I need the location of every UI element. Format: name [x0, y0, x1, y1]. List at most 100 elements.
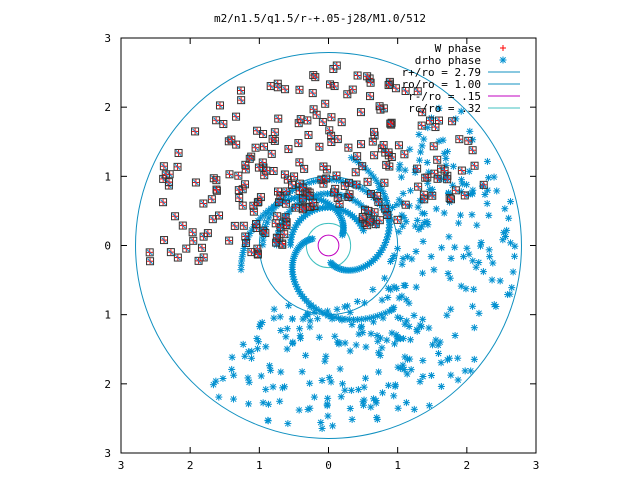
drho-point — [212, 377, 220, 385]
drho-point — [254, 345, 262, 353]
drho-point — [245, 400, 253, 408]
w-point — [382, 160, 391, 169]
w-point — [294, 119, 303, 128]
drho-point — [488, 276, 496, 284]
w-point — [235, 193, 244, 202]
w-point — [344, 143, 353, 152]
drho-point — [415, 156, 423, 164]
w-point — [315, 142, 324, 151]
w-point — [267, 149, 276, 158]
w-point — [225, 236, 234, 245]
drho-point — [367, 330, 375, 338]
drho-point — [485, 211, 493, 219]
drho-point — [230, 395, 238, 403]
drho-point — [262, 223, 270, 231]
drho-point — [337, 393, 345, 401]
w-point — [394, 141, 403, 150]
w-point — [433, 155, 442, 164]
drho-point — [269, 383, 277, 391]
drho-point — [432, 205, 440, 213]
drho-point — [410, 311, 418, 319]
drho-point — [228, 365, 236, 373]
drho-point — [400, 366, 408, 374]
drho-point — [245, 378, 253, 386]
drho-point — [247, 354, 255, 362]
drho-point — [395, 165, 403, 173]
drho-point — [346, 347, 354, 355]
drho-point — [341, 303, 349, 311]
drho-point — [383, 336, 391, 344]
legend-label: r-/ro = .15 — [408, 90, 481, 103]
w-point — [160, 236, 169, 245]
w-point — [270, 128, 279, 137]
drho-point — [466, 127, 474, 135]
w-point — [230, 221, 239, 230]
w-point — [418, 108, 427, 117]
w-point — [191, 178, 200, 187]
drho-point — [469, 257, 477, 265]
w-point — [159, 198, 168, 207]
drho-point — [306, 303, 314, 311]
drho-point — [499, 236, 507, 244]
drho-point — [475, 309, 483, 317]
drho-point — [454, 354, 462, 362]
w-point — [290, 172, 299, 181]
drho-point — [328, 315, 336, 323]
x-tick-label: 3 — [118, 459, 125, 472]
drho-point — [406, 187, 414, 195]
w-point — [199, 199, 208, 208]
drho-point — [405, 299, 413, 307]
w-point — [272, 238, 281, 247]
drho-point — [451, 243, 459, 251]
drho-point — [359, 401, 367, 409]
w-point — [173, 162, 182, 171]
drho-point — [393, 284, 401, 292]
w-point — [219, 120, 228, 129]
w-point — [322, 174, 331, 183]
w-point — [259, 130, 268, 139]
radius-circle — [135, 52, 522, 439]
w-point — [280, 170, 289, 179]
drho-point — [347, 386, 355, 394]
w-point — [274, 187, 283, 196]
drho-point — [463, 181, 471, 189]
drho-point — [267, 366, 275, 374]
drho-point — [341, 386, 349, 394]
drho-point — [398, 260, 406, 268]
drho-point — [387, 286, 395, 294]
drho-point — [362, 374, 370, 382]
drho-point — [406, 336, 414, 344]
w-point — [330, 188, 339, 197]
w-point — [215, 101, 224, 110]
y-tick-label: 1 — [104, 170, 111, 183]
drho-point — [456, 211, 464, 219]
drho-point — [262, 385, 270, 393]
w-point — [421, 173, 430, 182]
drho-point — [378, 296, 386, 304]
drho-point — [266, 362, 274, 370]
w-point — [274, 114, 283, 123]
w-point — [363, 72, 372, 81]
w-point — [284, 145, 293, 154]
w-point — [327, 113, 336, 122]
w-point — [245, 154, 254, 163]
w-point — [145, 248, 154, 257]
w-point — [457, 166, 466, 175]
drho-point — [490, 301, 498, 309]
drho-point — [449, 162, 457, 170]
drho-point — [306, 323, 314, 331]
drho-point — [289, 340, 297, 348]
drho-point — [369, 318, 377, 326]
drho-point — [357, 324, 365, 332]
w-point — [356, 108, 365, 117]
w-point — [182, 244, 191, 253]
drho-point — [372, 397, 380, 405]
drho-point — [373, 331, 381, 339]
drho-point — [313, 191, 321, 199]
drho-point — [384, 381, 392, 389]
drho-point — [367, 403, 375, 411]
w-point — [254, 163, 263, 172]
drho-point — [505, 214, 513, 222]
drho-point — [209, 381, 217, 389]
drho-point — [348, 415, 356, 423]
